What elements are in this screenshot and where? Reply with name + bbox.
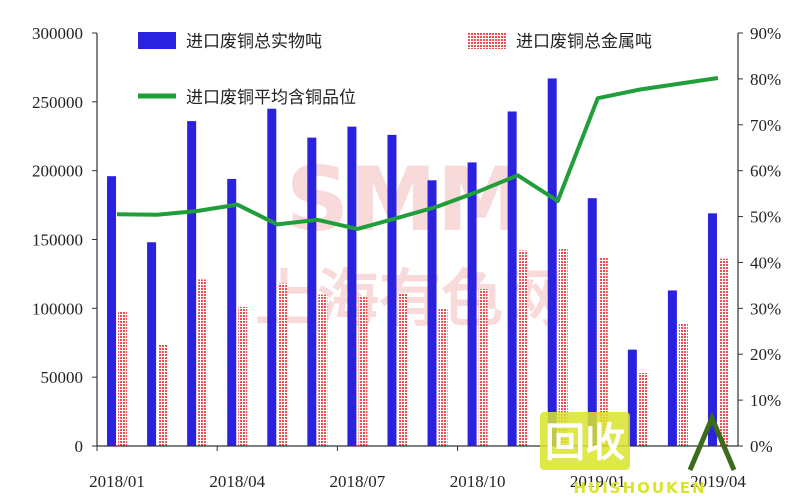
watermark-text: 上海有色网: [255, 262, 565, 335]
bar-metal-tons: [479, 289, 488, 446]
x-tick-label: 2018/01: [89, 472, 145, 491]
y-right-tick-label: 70%: [750, 116, 781, 135]
bar-physical-tons: [548, 78, 557, 446]
corner-logo-text: HUISHOUKEN: [573, 479, 706, 497]
bar-metal-tons: [719, 259, 728, 446]
bar-physical-tons: [147, 242, 156, 446]
corner-logo-mark: 回收: [545, 420, 625, 466]
x-tick-label: 2018/04: [209, 472, 265, 491]
bar-physical-tons: [468, 162, 477, 446]
y-right-tick-label: 40%: [750, 253, 781, 272]
y-left-tick-label: 250000: [32, 93, 83, 112]
y-left-tick-label: 200000: [32, 162, 83, 181]
y-right-tick-label: 30%: [750, 299, 781, 318]
bar-physical-tons: [107, 176, 116, 446]
bar-physical-tons: [307, 138, 316, 446]
y-left-tick-label: 50000: [41, 368, 84, 387]
bar-physical-tons: [668, 290, 677, 446]
bar-physical-tons: [227, 179, 236, 446]
y-right-tick-label: 10%: [750, 391, 781, 410]
bar-physical-tons: [708, 213, 717, 446]
bar-metal-tons: [118, 311, 127, 446]
legend-label-grade: 进口废铜平均含铜品位: [186, 88, 356, 108]
bar-metal-tons: [679, 323, 688, 446]
bar-physical-tons: [267, 109, 276, 446]
y-left-tick-label: 300000: [32, 24, 83, 43]
bar-metal-tons: [519, 251, 528, 446]
bar-physical-tons: [588, 198, 597, 446]
legend-swatch-metal-tons: [468, 32, 506, 49]
bar-metal-tons: [158, 344, 167, 446]
y-right-tick-label: 20%: [750, 345, 781, 364]
y-left-tick-label: 150000: [32, 231, 83, 250]
y-right-tick-label: 90%: [750, 24, 781, 43]
bar-physical-tons: [387, 135, 396, 446]
watermark-logo: SMM: [286, 148, 525, 251]
bar-physical-tons: [428, 180, 437, 446]
y-right-tick-label: 80%: [750, 70, 781, 89]
y-right-tick-label: 50%: [750, 208, 781, 227]
bar-metal-tons: [358, 296, 367, 446]
legend-label-metal-tons: 进口废铜总金属吨: [516, 32, 652, 52]
bar-physical-tons: [347, 127, 356, 446]
y-left-tick-label: 100000: [32, 299, 83, 318]
x-tick-label: 2018/10: [450, 472, 506, 491]
x-tick-label: 2018/07: [330, 472, 386, 491]
bar-metal-tons: [318, 295, 327, 446]
bar-metal-tons: [278, 284, 287, 446]
legend-swatch-physical-tons: [138, 32, 176, 49]
legend-label-physical-tons: 进口废铜总实物吨: [186, 32, 322, 52]
bar-metal-tons: [198, 279, 207, 446]
legend: 进口废铜总实物吨 进口废铜总金属吨 进口废铜平均含铜品位: [138, 32, 652, 108]
y-right-tick-label: 60%: [750, 162, 781, 181]
y-left-tick-label: 0: [75, 437, 84, 456]
bar-physical-tons: [187, 121, 196, 446]
bar-metal-tons: [439, 308, 448, 446]
bar-metal-tons: [398, 293, 407, 446]
bar-physical-tons: [508, 111, 517, 446]
bar-metal-tons: [639, 373, 648, 446]
bar-metal-tons: [238, 307, 247, 446]
y-right-tick-label: 0%: [750, 437, 773, 456]
